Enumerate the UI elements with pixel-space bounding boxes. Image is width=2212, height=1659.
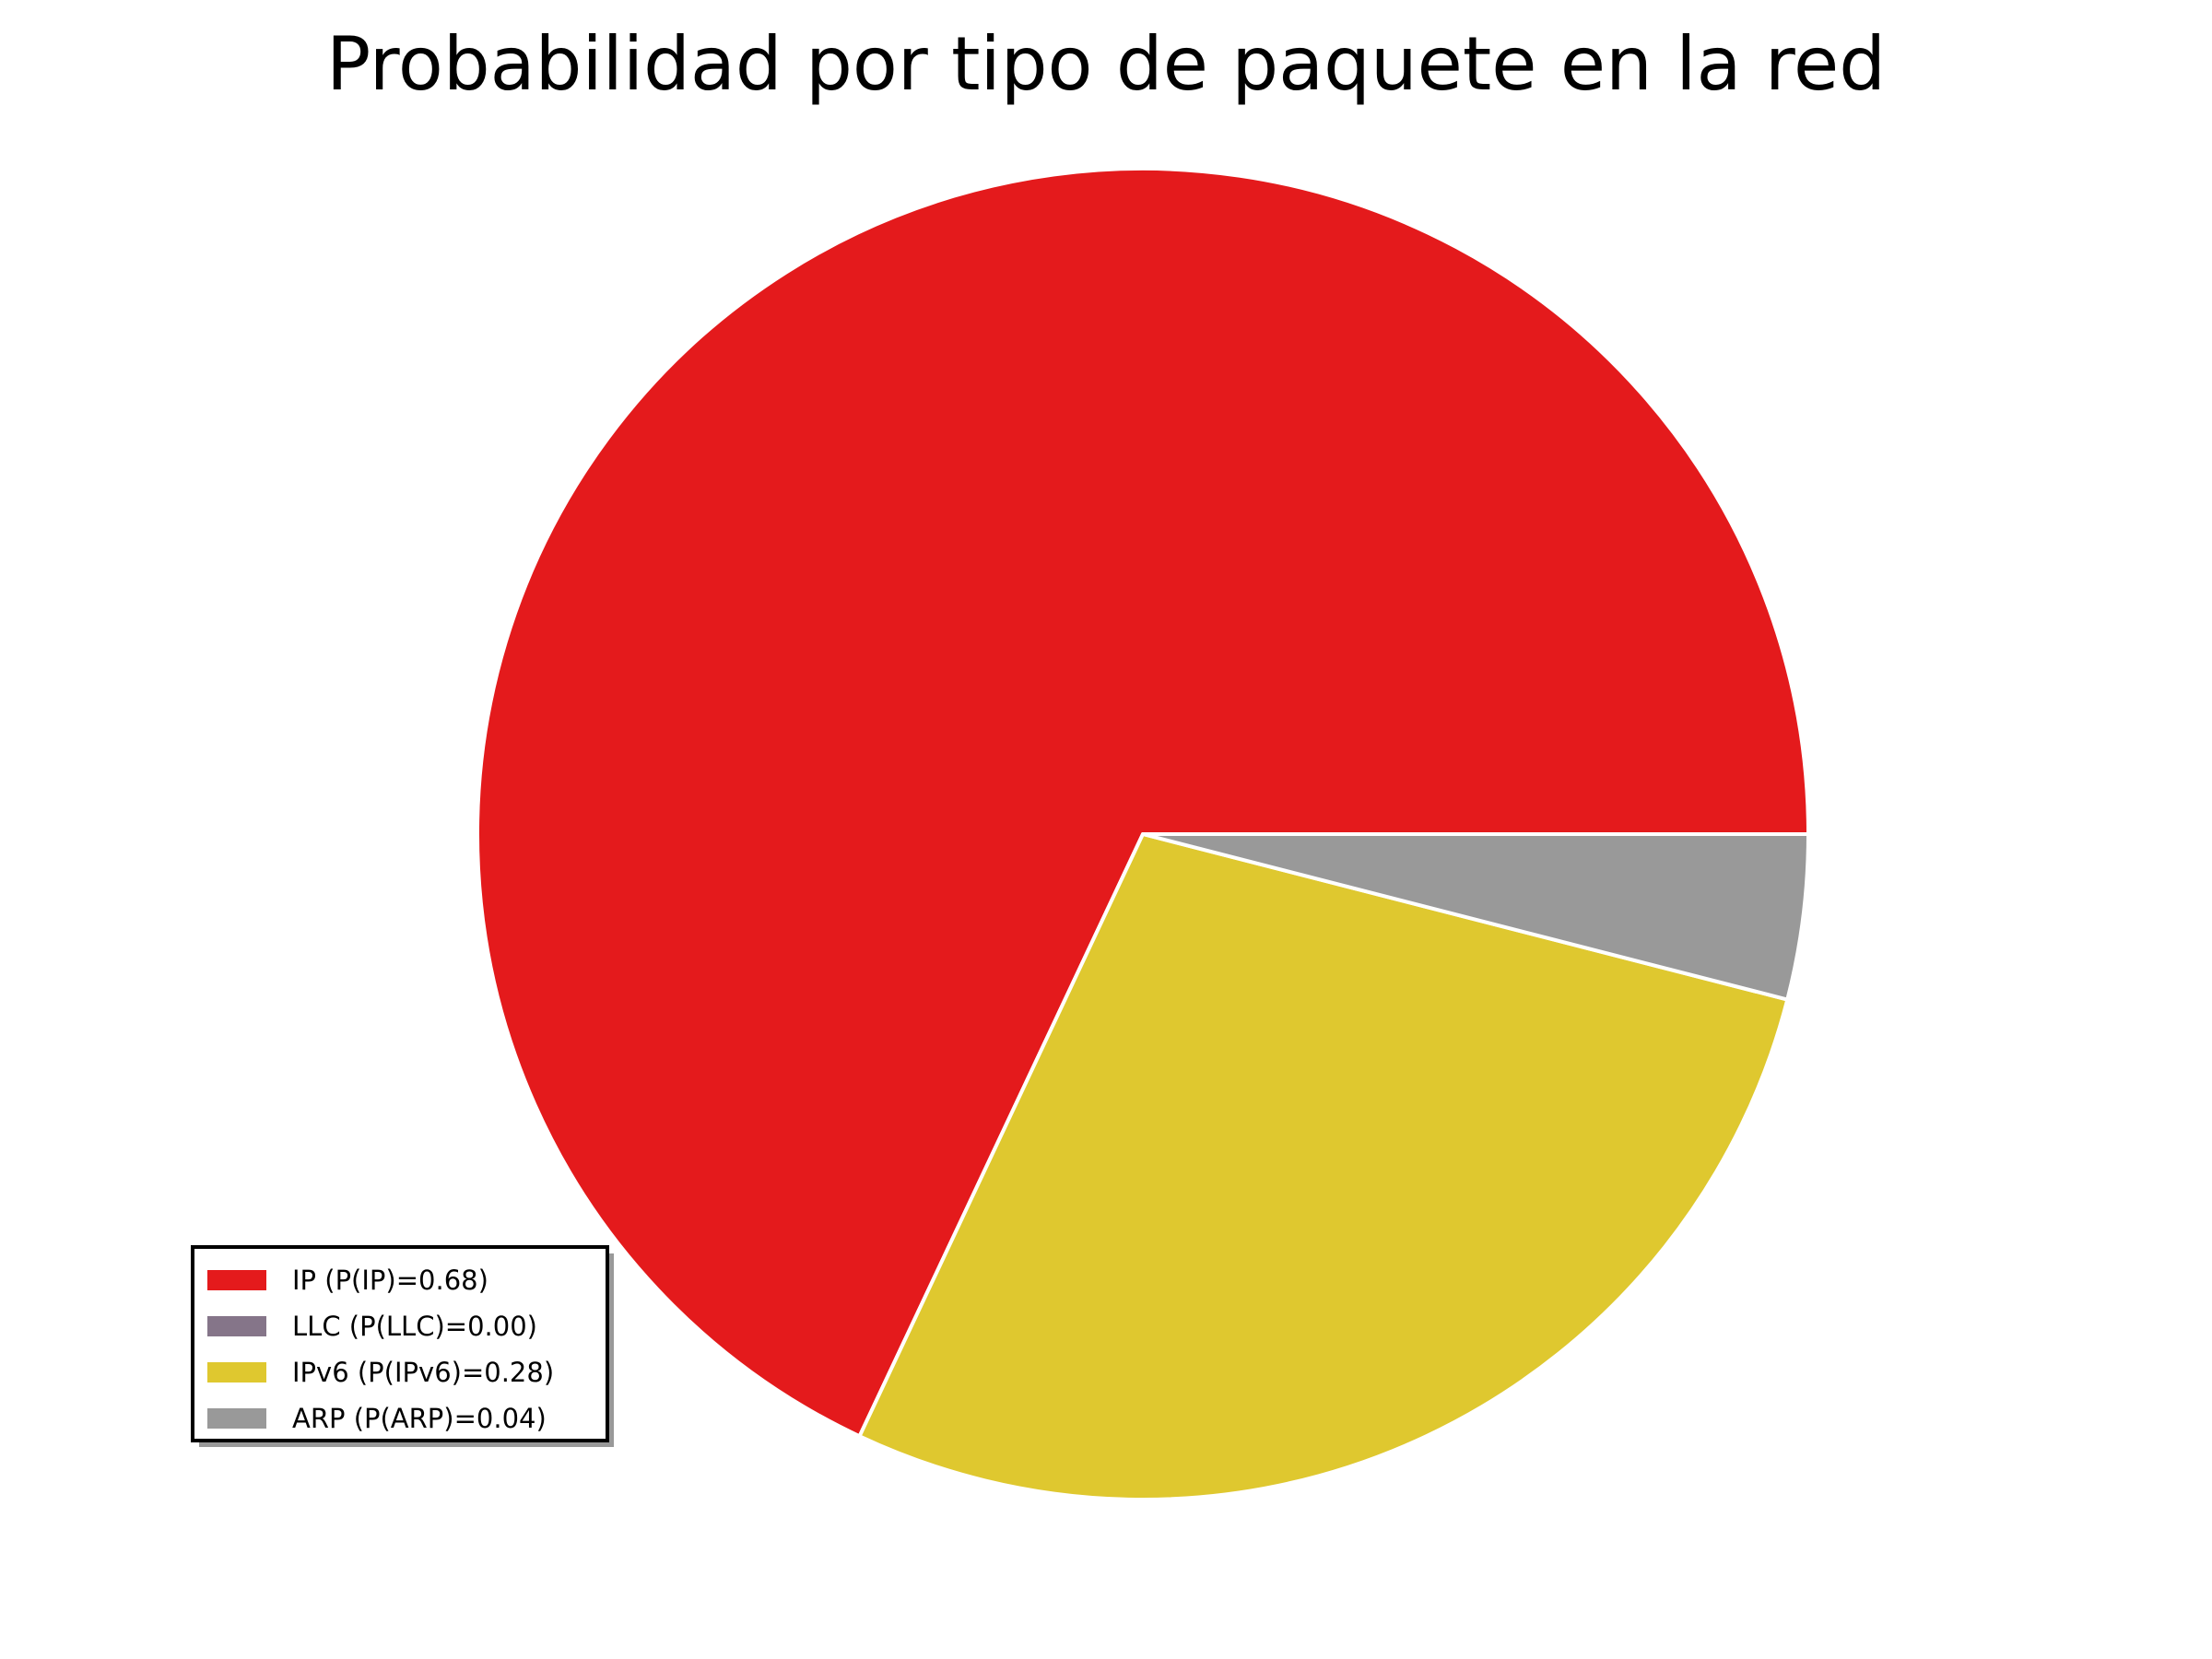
legend-item-ipv6: IPv6 (P(IPv6)=0.28) [207, 1354, 554, 1391]
legend-item-ip: IP (P(IP)=0.68) [207, 1262, 488, 1299]
legend-swatch [207, 1362, 266, 1382]
chart-title: Probabilidad por tipo de paquete en la r… [325, 21, 1887, 107]
legend-label: LLC (P(LLC)=0.00) [292, 1311, 537, 1342]
pie-slice-arp [1141, 832, 1810, 1002]
legend-item-llc: LLC (P(LLC)=0.00) [207, 1308, 537, 1345]
legend-swatch [207, 1270, 266, 1290]
pie-slice-ipv6 [857, 832, 1790, 1501]
pie-slices [476, 167, 1810, 1501]
pie-slice-ip [476, 167, 1810, 1439]
legend-label: IP (P(IP)=0.68) [292, 1265, 488, 1296]
legend-swatch [207, 1316, 266, 1336]
legend-swatch [207, 1408, 266, 1429]
legend-label: IPv6 (P(IPv6)=0.28) [292, 1357, 555, 1388]
legend-label: ARP (P(ARP)=0.04) [292, 1403, 547, 1434]
legend: IP (P(IP)=0.68) LLC (P(LLC)=0.00) IPv6 (P(… [191, 1245, 609, 1442]
legend-item-arp: ARP (P(ARP)=0.04) [207, 1400, 547, 1437]
